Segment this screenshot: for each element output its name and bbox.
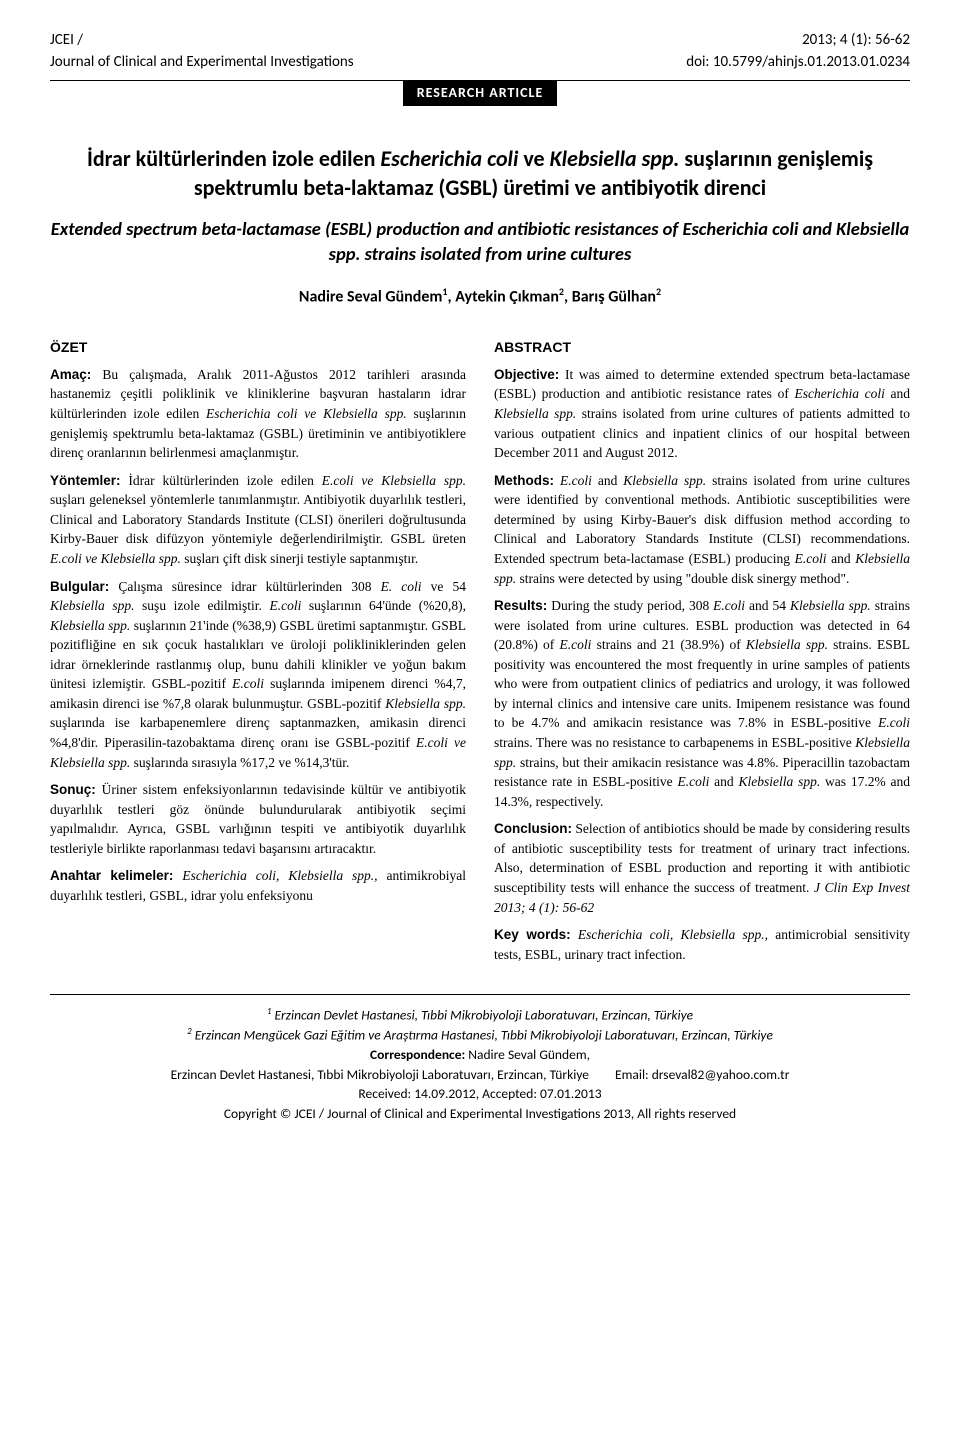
dates-line: Received: 14.09.2012, Accepted: 07.01.20…: [50, 1084, 910, 1104]
author-list: Nadire Seval Gündem1, Aytekin Çıkman2, B…: [50, 285, 910, 309]
affiliation-1: 1 Erzincan Devlet Hastanesi, Tıbbi Mikro…: [50, 1005, 910, 1025]
badge-row: RESEARCH ARTICLE: [50, 80, 910, 106]
copyright-line: Copyright © JCEI / Journal of Clinical a…: [50, 1104, 910, 1124]
ozet-heading: ÖZET: [50, 337, 466, 357]
abstract-results: Results: During the study period, 308 E.…: [494, 596, 910, 811]
article-type-badge: RESEARCH ARTICLE: [403, 80, 558, 106]
ozet-anahtar: Anahtar kelimeler: Escherichia coli, Kle…: [50, 866, 466, 905]
ozet-bulgular: Bulgular: Çalışma süresince idrar kültür…: [50, 577, 466, 773]
page-header: JCEI / Journal of Clinical and Experimen…: [50, 30, 910, 74]
ozet-amac: Amaç: Bu çalışmada, Aralık 2011-Ağustos …: [50, 365, 466, 463]
correspondence-line2: Erzincan Devlet Hastanesi, Tıbbi Mikrobi…: [50, 1065, 910, 1085]
title-english: Extended spectrum beta-lactamase (ESBL) …: [50, 217, 910, 267]
doi: doi: 10.5799/ahinjs.01.2013.01.0234: [686, 52, 910, 74]
abstract-objective: Objective: It was aimed to determine ext…: [494, 365, 910, 463]
abstract-methods: Methods: E.coli and Klebsiella spp. stra…: [494, 471, 910, 588]
abstract-columns: ÖZET Amaç: Bu çalışmada, Aralık 2011-Ağu…: [50, 337, 910, 973]
abstract-heading: ABSTRACT: [494, 337, 910, 357]
issue-info: 2013; 4 (1): 56-62: [686, 30, 910, 52]
abstract-keywords: Key words: Escherichia coli, Klebsiella …: [494, 925, 910, 964]
journal-full: Journal of Clinical and Experimental Inv…: [50, 52, 354, 74]
page-footer: 1 Erzincan Devlet Hastanesi, Tıbbi Mikro…: [50, 994, 910, 1123]
affiliation-2: 2 Erzincan Mengücek Gazi Eğitim ve Araşt…: [50, 1025, 910, 1045]
correspondence-line1: Correspondence: Nadire Seval Gündem,: [50, 1045, 910, 1065]
journal-abbrev: JCEI /: [50, 30, 354, 52]
ozet-sonuc: Sonuç: Üriner sistem enfeksiyonlarının t…: [50, 780, 466, 858]
title-turkish: İdrar kültürlerinden izole edilen Escher…: [50, 144, 910, 203]
ozet-yontemler: Yöntemler: İdrar kültürlerinden izole ed…: [50, 471, 466, 569]
abstract-column: ABSTRACT Objective: It was aimed to dete…: [494, 337, 910, 973]
ozet-column: ÖZET Amaç: Bu çalışmada, Aralık 2011-Ağu…: [50, 337, 466, 973]
abstract-conclusion: Conclusion: Selection of antibiotics sho…: [494, 819, 910, 917]
